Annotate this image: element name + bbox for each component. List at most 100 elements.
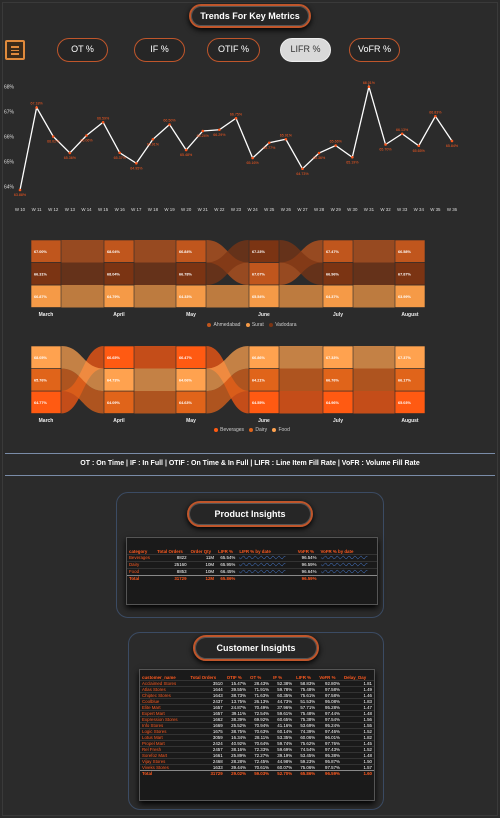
data-point[interactable] [35,106,38,109]
ribbon-segment[interactable] [248,345,280,369]
table-row[interactable]: Dairy 25160 10M 65.95% 96.59% [127,560,377,568]
tab-vofr[interactable]: VoFR % [349,38,400,62]
ribbon-segment[interactable] [248,239,280,263]
col-header[interactable]: OTIF % [226,674,242,680]
ribbon-segment[interactable] [322,262,354,286]
data-point[interactable] [168,123,171,126]
data-point[interactable] [151,137,155,141]
ribbon-segment[interactable] [30,345,62,369]
col-header[interactable]: OT % [250,674,262,680]
tab-ot[interactable]: OT % [57,38,108,62]
col-header[interactable]: LIFR % [296,674,312,680]
data-label: 65.48% [180,153,193,157]
data-point[interactable] [85,134,88,137]
data-point[interactable] [51,135,55,138]
data-label: 66.83% [429,110,442,114]
data-point[interactable] [417,144,421,148]
metric-cell: 58.83% [294,679,318,686]
col-header[interactable]: LIFR % [218,548,233,554]
table-row[interactable]: Atlas Stores 1644 39.55% 71.91% 59.78% 75.48%… [140,685,374,692]
total-row[interactable]: Total 31729 29.02% 59.03% 52.70% 65.86% 96.59%… [140,769,374,776]
col-header[interactable]: customer_name [142,674,176,680]
metric-cell: 59.69% [271,745,295,752]
table-row[interactable]: Info Stores 1669 25.52% 70.94% 41.16% 53.69% 9… [140,721,374,728]
data-point[interactable] [18,188,22,192]
table-row[interactable]: Chiptec Stores 1643 38.73% 71.63% 60.35% 75.6… [140,691,374,698]
product-insights-title: Product Insights [187,501,313,527]
metric-cell: 97.58% [317,685,342,692]
table-row[interactable]: Viveks Stores 1633 39.44% 70.61% 60.07% 75.06… [140,763,374,770]
ribbon-segment[interactable] [248,284,280,308]
tab-if[interactable]: IF % [134,38,185,62]
customer-table[interactable]: customer_name Total Orders OTIF % OT % IF % L… [139,669,375,801]
metric-cell: 38.39% [224,715,249,722]
data-point[interactable] [450,139,454,143]
table-row[interactable]: Food 8853 10M 66.45% 96.64% [127,567,377,575]
metric-cell: 28.43% [248,679,272,686]
data-point[interactable] [118,151,121,155]
col-header[interactable]: Delay_Day [343,674,367,680]
segment-value-label: 66.17% [398,378,412,382]
data-point[interactable] [351,155,354,159]
data-point[interactable] [434,114,437,118]
product-table[interactable]: category Total Orders Order Qty LIFR % L… [126,537,378,605]
table-row[interactable]: Expression Stores 1662 38.39% 69.92% 60.65% 7… [140,715,374,722]
metric-cell: 1.48 [341,751,374,758]
segment-value-label: 64.09% [107,401,121,405]
col-header[interactable]: VoFR % by date [320,548,354,554]
data-point[interactable] [251,156,254,160]
data-point[interactable] [301,167,304,171]
ribbon-segment[interactable] [103,368,135,392]
data-point[interactable] [184,148,188,152]
col-header[interactable]: Total Orders [190,674,217,680]
table-row[interactable]: Propel Mart 2424 40.92% 70.64% 59.74% 75.62% 9… [140,739,374,746]
data-point[interactable] [135,161,138,165]
menu-lines-icon[interactable] [5,40,25,60]
data-point[interactable] [400,132,404,136]
data-point[interactable] [218,128,221,132]
table-row[interactable]: Beverages 8822 11M 65.54% 96.54% [127,553,377,561]
data-point[interactable] [317,151,321,155]
data-point[interactable] [284,137,288,141]
col-header[interactable]: LIFR % by date [239,548,271,554]
col-header[interactable]: Order Qty [190,548,212,554]
ribbon-segment[interactable] [394,262,426,286]
table-row[interactable]: Acclaimed Stores 3510 15.47% 28.43% 52.38% 58… [140,679,374,686]
table-row[interactable]: Lotus Mart 3059 16.34% 28.11% 53.35% 60.06% 96… [140,733,374,740]
data-point[interactable] [334,144,337,147]
metric-cell: 70.94% [248,721,272,728]
ribbon-segment[interactable] [175,262,207,286]
data-point[interactable] [201,129,205,133]
table-row[interactable]: Expert Mart 1657 39.11% 72.54% 59.61% 75.48% 9… [140,709,374,716]
col-header[interactable]: IF % [273,674,283,680]
data-point[interactable] [68,151,72,155]
sparkline [320,562,368,566]
total-row[interactable]: Total 31729 12M 65.86% 96.59% [127,574,377,581]
data-point[interactable] [367,85,371,89]
ribbon-segment[interactable] [103,262,135,286]
col-header[interactable]: VoFR % [297,548,315,554]
segment-value-label: 64.73% [107,378,121,382]
table-row[interactable]: Vijay Stores 2468 28.28% 72.45% 44.98% 59.23%… [140,757,374,764]
table-row[interactable]: Rel Fresh 2457 38.16% 72.33% 59.69% 74.54% 97.… [140,745,374,752]
ribbon-segment[interactable] [394,345,426,369]
data-point[interactable] [234,116,238,120]
ribbon-segment[interactable] [30,262,62,286]
segment-value-label: 67.00% [34,250,48,254]
col-header[interactable]: VoFR % [319,674,336,680]
table-row[interactable]: Sorefoz Mart 1661 25.89% 72.27% 39.19% 53.45%… [140,751,374,758]
segment-value-label: 64.21% [252,378,266,382]
data-point[interactable] [384,143,387,146]
tab-otif[interactable]: OTIF % [207,38,260,62]
col-header[interactable]: category [129,548,148,554]
data-point[interactable] [101,120,105,124]
table-row[interactable]: Logic Stores 1675 38.75% 70.63% 60.14% 74.39%… [140,727,374,734]
metric-cell: 95.08% [317,697,342,704]
col-header[interactable]: Total Orders [157,548,183,554]
tab-lifr[interactable]: LIFR % [280,38,331,62]
ribbon-segment[interactable] [322,345,354,369]
table-row[interactable]: Elite Mart 1657 24.87% 70.49% 37.96% 57.71% 95… [140,703,374,710]
table-row[interactable]: Coolblue 2437 13.75% 26.13% 44.73% 51.53% 95.0… [140,697,374,704]
ribbon-segment[interactable] [175,368,207,392]
data-point[interactable] [267,141,271,145]
